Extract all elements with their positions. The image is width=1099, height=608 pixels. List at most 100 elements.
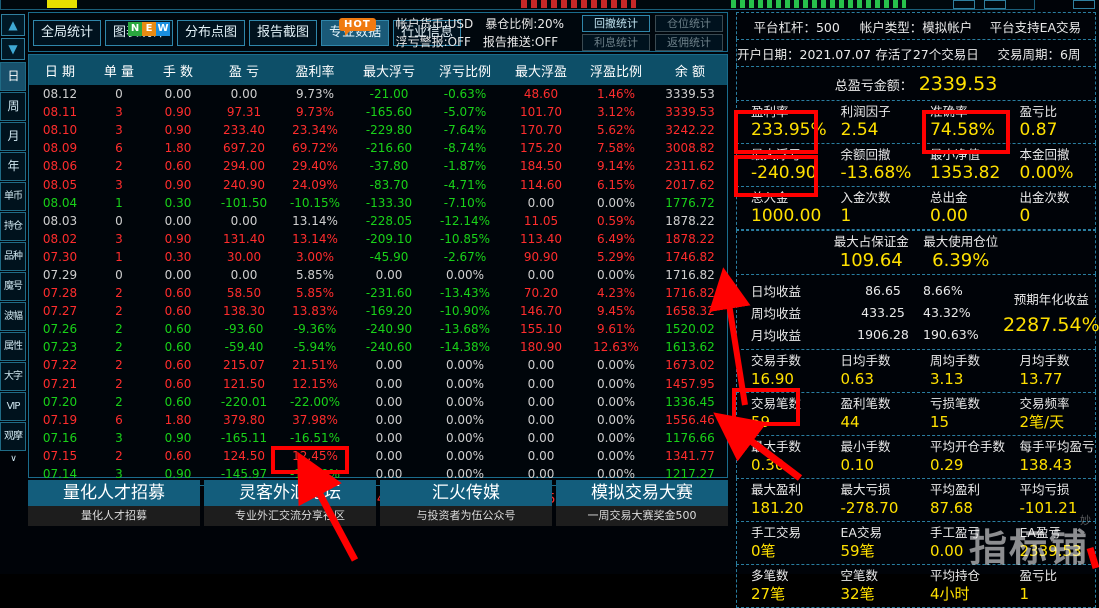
table-cell: 0.00 [527, 267, 555, 282]
toolbar-button-2[interactable]: 分布点图 [177, 20, 246, 46]
mini-button-2[interactable] [984, 0, 1006, 9]
table-row[interactable]: 08.02 3 0.90 131.40 13.14% -209.10 -10.85% 113.… [29, 230, 727, 248]
stat-label: 交易频率 [1019, 396, 1070, 411]
table-cell: 0.30 [164, 249, 192, 264]
stat-label: 平均亏损 [1019, 482, 1070, 497]
sidebar-item-8[interactable]: 波幅 [0, 302, 26, 331]
table-cell: 215.07 [223, 358, 265, 373]
table-header-3[interactable]: 盈 亏 [228, 64, 260, 80]
table-row[interactable]: 07.14 3 0.90 -145.97 -14.60% 0.00 0.00% 0.00 0.0… [29, 465, 727, 483]
table-header-5[interactable]: 最大浮亏 [362, 64, 415, 80]
avg-return-amount: 1906.28 [857, 326, 909, 342]
sidebar-item-7[interactable]: 魔号 [0, 272, 26, 301]
table-row[interactable]: 08.04 1 0.30 -101.50 -10.15% -133.30 -7.10% 0.0… [29, 194, 727, 212]
stat-label: 出金次数 [1019, 190, 1070, 205]
stat-cell: 亏损笔数 15 [916, 395, 1006, 433]
table-row[interactable]: 08.09 6 1.80 697.20 69.72% -216.60 -8.74% 175.2… [29, 139, 727, 157]
sidebar-item-4[interactable]: 单币 [0, 182, 26, 211]
table-header-7[interactable]: 最大浮盈 [514, 64, 567, 80]
table-row[interactable]: 07.20 2 0.60 -220.01 -22.00% 0.00 0.00% 0.00 0.0… [29, 393, 727, 411]
table-cell: 233.40 [223, 123, 265, 138]
table-cell: 48.60 [523, 87, 559, 102]
table-cell: 12.15% [292, 376, 338, 391]
sidebar-item-10[interactable]: 大字 [0, 362, 26, 391]
table-row[interactable]: 07.22 2 0.60 215.07 21.51% 0.00 0.00% 0.00 0.00%… [29, 356, 727, 374]
sidebar-item-0[interactable]: 日 [0, 62, 26, 91]
sidebar-item-1[interactable]: 周 [0, 92, 26, 121]
sidebar-item-9[interactable]: 属性 [0, 332, 26, 361]
table-row[interactable]: 07.19 6 1.80 379.80 37.98% 0.00 0.00% 0.00 0.00%… [29, 411, 727, 429]
sidebar-item-3[interactable]: 年 [0, 152, 26, 181]
promo-banner-1[interactable]: 灵客外汇论坛 专业外汇交流分享社区 [204, 480, 376, 526]
green-text-sliver [731, 0, 906, 8]
table-row[interactable]: 07.30 1 0.30 30.00 3.00% -45.90 -2.67% 90.90 5.2… [29, 248, 727, 266]
toolbar-button-0[interactable]: 全局统计 [33, 20, 102, 46]
table-row[interactable]: 08.05 3 0.90 240.90 24.09% -83.70 -4.71% 114.60… [29, 175, 727, 193]
stat-value: -240.90 [751, 163, 817, 183]
toolbar-button-5[interactable]: 行业信息 [393, 20, 462, 46]
stat-label: 盈亏比 [1019, 104, 1058, 119]
table-cell: 2 [115, 159, 123, 174]
stat-value: -13.68% [840, 163, 912, 183]
toolbar-stat-button-0[interactable]: 回撤统计 [582, 15, 650, 32]
table-row[interactable]: 08.12 0 0.00 0.00 9.73% -21.00 -0.63% 48.60 1.46… [29, 85, 727, 103]
table-row[interactable]: 07.29 0 0.00 0.00 5.85% 0.00 0.00% 0.00 0.00% 171… [29, 266, 727, 284]
table-cell: 5.62% [596, 123, 636, 138]
mini-button-3[interactable] [1073, 0, 1095, 9]
stats-section: 总入金 1000.00 入金次数 1 总出金 0.00 出金次数 0 [736, 186, 1096, 230]
stat-label: 最大手数 [751, 439, 802, 454]
table-row[interactable]: 07.27 2 0.60 138.30 13.83% -169.20 -10.90% 146.… [29, 302, 727, 320]
promo-banner-3[interactable]: 模拟交易大赛 一周交易大赛奖金500 [556, 480, 728, 526]
toolbar-button-3[interactable]: 报告截图 [249, 20, 318, 46]
table-cell: -14.60% [289, 467, 341, 482]
sidebar-item-6[interactable]: 品种 [0, 242, 26, 271]
table-cell: 0.00 [230, 267, 258, 282]
table-row[interactable]: 08.11 3 0.90 97.31 9.73% -165.60 -5.07% 101.70 3… [29, 103, 727, 121]
toolbar-info-line-0: 帐户货币:USD 暴仓比例:20% [396, 15, 576, 33]
sidebar-chevron-down-icon[interactable]: ∨ [10, 454, 17, 464]
table-row[interactable]: 08.10 3 0.90 233.40 23.34% -229.80 -7.64% 170.7… [29, 121, 727, 139]
toolbar-stat-button-1[interactable]: 仓位统计 [655, 15, 723, 32]
table-cell: -83.70 [369, 177, 409, 192]
table-row[interactable]: 07.26 2 0.60 -93.60 -9.36% -240.90 -13.68% 155.… [29, 320, 727, 338]
toolbar-stat-button-3[interactable]: 返佣统计 [655, 34, 723, 51]
margin-spacer-2 [1006, 233, 1096, 272]
table-cell: 0.59% [596, 213, 636, 228]
table-row[interactable]: 07.21 2 0.60 121.50 12.15% 0.00 0.00% 0.00 0.00%… [29, 375, 727, 393]
table-header-0[interactable]: 日 期 [44, 64, 76, 80]
stat-label: 最大浮亏 [751, 147, 802, 162]
stat-cell: 平均盈利 87.68 [916, 481, 1006, 519]
table-row[interactable]: 07.15 2 0.60 124.50 12.45% 0.00 0.00% 0.00 0.00%… [29, 447, 727, 465]
scroll-down-arrow-icon[interactable]: ▼ [1, 38, 25, 60]
table-row[interactable]: 07.23 2 0.60 -59.40 -5.94% -240.60 -14.38% 180.… [29, 338, 727, 356]
sidebar-item-12[interactable]: 观摩 [0, 422, 26, 451]
sidebar-item-5[interactable]: 持仓 [0, 212, 26, 241]
table-cell: 2 [115, 304, 123, 319]
scroll-up-arrow-icon[interactable]: ▲ [1, 14, 25, 36]
table-header-6[interactable]: 浮亏比例 [438, 64, 491, 80]
promo-banner-2[interactable]: 汇火传媒 与投资者为伍公众号 [380, 480, 552, 526]
sidebar-item-11[interactable]: VIP [0, 392, 26, 421]
ea-support: 平台支持EA交易 [989, 19, 1082, 35]
table-cell: 0.00% [596, 448, 636, 463]
table-row[interactable]: 08.03 0 0.00 0.00 13.14% -228.05 -12.14% 11.05 0… [29, 212, 727, 230]
table-row[interactable]: 08.06 2 0.60 294.00 29.40% -37.80 -1.87% 184.50… [29, 157, 727, 175]
table-header-8[interactable]: 浮盈比例 [589, 64, 642, 80]
table-cell: 0.00 [527, 358, 555, 373]
table-row[interactable]: 07.28 2 0.60 58.50 5.85% -231.60 -13.43% 70.20 4… [29, 284, 727, 302]
sidebar-item-2[interactable]: 月 [0, 122, 26, 151]
table-header-4[interactable]: 盈利率 [295, 64, 335, 80]
toolbar-stat-button-2[interactable]: 利息统计 [582, 34, 650, 51]
promo-banner-title-2: 汇火传媒 [380, 480, 552, 506]
mini-button-1[interactable] [953, 0, 975, 9]
stat-cell: 准确率 74.58% [916, 103, 1005, 141]
table-cell: 2 [115, 322, 123, 337]
table-header-1[interactable]: 单 量 [103, 64, 135, 80]
table-cell: 0 [115, 87, 123, 102]
platform-leverage: 平台杠杆：500 [753, 19, 840, 35]
table-row[interactable]: 07.16 3 0.90 -165.11 -16.51% 0.00 0.00% 0.00 0.0… [29, 429, 727, 447]
table-cell: -37.80 [369, 159, 409, 174]
table-header-2[interactable]: 手 数 [162, 64, 194, 80]
promo-banner-0[interactable]: 量化人才招募 量化人才招募 [28, 480, 200, 526]
table-header-9[interactable]: 余 额 [674, 64, 706, 80]
